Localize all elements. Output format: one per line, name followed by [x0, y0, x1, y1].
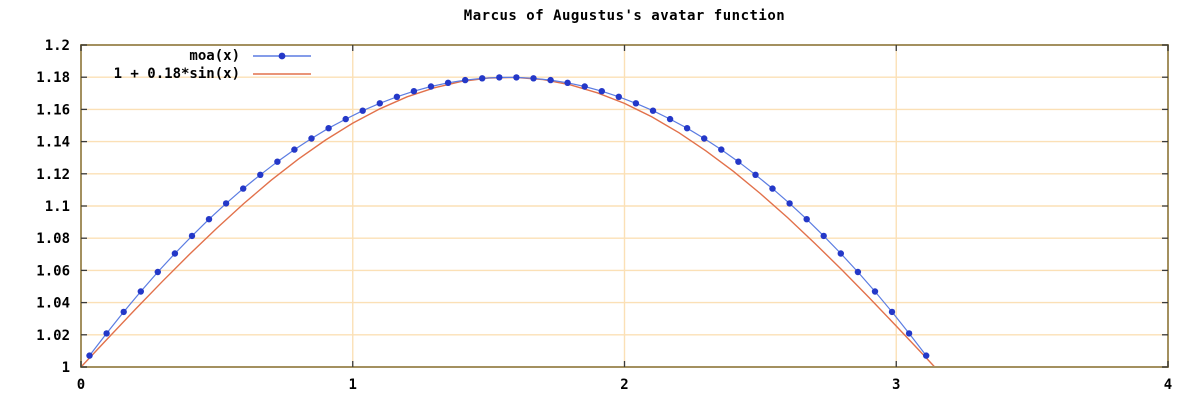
series-line-moa(x)	[89, 76, 927, 356]
legend: moa(x) 1 + 0.18*sin(x)	[84, 47, 312, 83]
y-tick-label: 1.16	[36, 102, 70, 118]
series-point-marker	[257, 171, 264, 178]
series-point-marker	[615, 93, 622, 101]
series-point-marker	[240, 185, 247, 192]
series-point-marker	[786, 200, 793, 207]
series-point-marker	[888, 308, 896, 316]
series-point-marker	[649, 107, 657, 114]
series-point-marker	[513, 74, 520, 81]
y-tick-label: 1.14	[36, 135, 70, 151]
series-point-marker	[291, 146, 298, 153]
series-point-marker	[222, 200, 230, 207]
x-tick-label: 1	[349, 377, 357, 393]
series-point-marker	[342, 115, 349, 123]
series-point-marker	[820, 232, 827, 240]
series-point-marker	[274, 158, 281, 165]
series-point-marker	[444, 79, 452, 87]
y-tick-label: 1.1	[45, 199, 70, 215]
chart-title: Marcus of Augustus's avatar function	[463, 8, 786, 24]
series-point-marker	[871, 288, 879, 295]
series-point-marker	[359, 107, 366, 114]
series-point-marker	[325, 125, 332, 132]
x-tick-label: 2	[620, 377, 628, 393]
x-tick-label: 3	[892, 377, 900, 393]
series-point-marker	[718, 146, 725, 153]
series-point-marker	[769, 185, 776, 192]
series-point-marker	[905, 330, 913, 337]
series-point-marker	[103, 330, 110, 337]
y-tick-label: 1	[62, 360, 70, 376]
series-point-marker	[581, 83, 588, 90]
x-tick-label: 0	[77, 377, 85, 393]
series-point-marker	[137, 288, 144, 295]
legend-sample-line-icon	[253, 73, 311, 75]
series-point-marker	[308, 135, 315, 142]
series-point-marker	[564, 79, 571, 87]
y-tick-label: 1.18	[36, 70, 70, 86]
y-tick-label: 1.08	[36, 231, 70, 247]
series-point-marker	[154, 268, 161, 276]
series-point-marker	[462, 76, 469, 84]
series-point-marker	[410, 88, 418, 95]
series-point-marker	[188, 232, 196, 240]
series-point-marker	[479, 75, 486, 82]
series-point-marker	[120, 308, 127, 316]
legend-sample-linespoints-icon	[253, 52, 311, 60]
y-tick-label: 1.02	[36, 328, 70, 344]
series-point-marker	[752, 171, 759, 178]
series-point-marker	[837, 250, 844, 257]
series-point-marker	[735, 158, 742, 165]
series-point-marker	[376, 100, 383, 107]
series-point-marker	[393, 93, 401, 101]
legend-label-moa: moa(x)	[189, 48, 240, 64]
series-point-marker	[854, 268, 862, 276]
y-tick-label: 1.2	[45, 38, 70, 54]
legend-label-sine: 1 + 0.18*sin(x)	[113, 66, 240, 82]
series-point-marker	[701, 135, 708, 142]
series-point-marker	[171, 250, 179, 257]
series-point-marker	[632, 100, 640, 107]
x-tick-label: 4	[1164, 377, 1172, 393]
legend-entry-sine: 1 + 0.18*sin(x)	[84, 65, 312, 83]
series-point-marker	[427, 83, 435, 90]
series-point-marker	[530, 75, 537, 82]
y-tick-label: 1.06	[36, 263, 70, 279]
series-point-marker	[205, 216, 213, 223]
series-point-marker	[86, 352, 93, 359]
series-point-marker	[598, 88, 605, 95]
y-tick-label: 1.04	[36, 296, 70, 312]
series-point-marker	[547, 76, 554, 84]
legend-entry-moa: moa(x)	[84, 47, 312, 65]
series-point-marker	[496, 74, 503, 81]
series-point-marker	[803, 216, 810, 223]
series-point-marker	[923, 352, 930, 359]
series-point-marker	[683, 125, 691, 132]
y-tick-label: 1.12	[36, 167, 70, 183]
series-point-marker	[666, 115, 674, 123]
